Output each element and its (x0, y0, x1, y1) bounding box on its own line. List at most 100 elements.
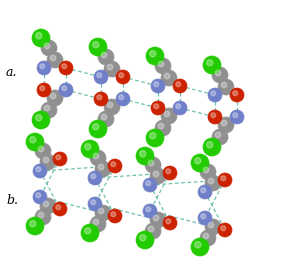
Circle shape (233, 91, 238, 96)
Circle shape (206, 142, 213, 148)
Circle shape (62, 86, 67, 91)
Circle shape (136, 147, 154, 165)
Circle shape (191, 154, 209, 172)
Circle shape (155, 120, 171, 136)
Circle shape (211, 91, 216, 96)
Circle shape (89, 38, 107, 56)
Circle shape (198, 185, 212, 199)
Circle shape (81, 140, 99, 158)
Circle shape (116, 70, 130, 84)
Circle shape (154, 104, 159, 109)
Circle shape (136, 231, 154, 249)
Circle shape (93, 124, 99, 130)
Circle shape (98, 49, 114, 65)
Circle shape (62, 64, 67, 69)
Circle shape (107, 64, 113, 70)
Circle shape (53, 202, 67, 216)
Circle shape (176, 82, 181, 87)
Circle shape (101, 52, 107, 58)
Circle shape (200, 230, 216, 246)
Circle shape (41, 40, 57, 56)
Circle shape (91, 200, 96, 205)
Circle shape (218, 117, 234, 133)
Circle shape (32, 111, 50, 129)
Circle shape (93, 219, 99, 225)
Circle shape (85, 144, 91, 150)
Circle shape (218, 173, 232, 187)
Circle shape (40, 64, 45, 69)
Circle shape (93, 153, 99, 159)
Circle shape (208, 222, 214, 228)
Circle shape (205, 219, 221, 235)
Circle shape (97, 95, 102, 100)
Circle shape (40, 198, 56, 214)
Circle shape (158, 123, 164, 129)
Circle shape (93, 42, 99, 48)
Circle shape (191, 238, 209, 256)
Circle shape (43, 157, 49, 163)
Circle shape (36, 115, 42, 121)
Circle shape (146, 47, 164, 65)
Circle shape (230, 88, 244, 102)
Circle shape (150, 51, 156, 57)
Circle shape (145, 223, 161, 239)
Circle shape (208, 88, 222, 102)
Circle shape (158, 61, 164, 67)
Circle shape (201, 188, 206, 193)
Circle shape (26, 217, 44, 235)
Circle shape (35, 143, 51, 159)
Circle shape (233, 113, 238, 118)
Circle shape (119, 95, 124, 100)
Circle shape (140, 151, 146, 157)
Circle shape (212, 129, 228, 145)
Circle shape (111, 162, 116, 167)
Circle shape (164, 73, 170, 79)
Circle shape (212, 67, 228, 83)
Circle shape (56, 155, 61, 160)
Circle shape (53, 152, 67, 166)
Circle shape (221, 176, 226, 181)
Circle shape (140, 235, 146, 241)
Circle shape (150, 212, 166, 228)
Circle shape (221, 120, 227, 126)
Circle shape (47, 52, 63, 68)
Circle shape (107, 102, 113, 108)
Circle shape (98, 208, 104, 214)
Circle shape (195, 158, 201, 164)
Circle shape (215, 132, 221, 138)
Circle shape (37, 61, 51, 75)
Circle shape (59, 61, 73, 75)
Circle shape (90, 216, 106, 232)
Circle shape (116, 92, 130, 106)
Circle shape (203, 167, 209, 173)
Circle shape (95, 205, 111, 221)
Circle shape (164, 111, 170, 117)
Circle shape (88, 197, 102, 211)
Circle shape (173, 101, 187, 115)
Circle shape (150, 133, 156, 139)
Circle shape (163, 166, 177, 180)
Circle shape (50, 55, 56, 61)
Circle shape (203, 138, 221, 156)
Circle shape (153, 215, 159, 221)
Circle shape (173, 79, 187, 93)
Circle shape (148, 226, 154, 232)
Circle shape (97, 73, 102, 78)
Circle shape (151, 79, 165, 93)
Circle shape (143, 204, 157, 218)
Circle shape (35, 209, 51, 225)
Circle shape (37, 83, 51, 97)
Circle shape (91, 174, 96, 179)
Circle shape (104, 61, 120, 77)
Circle shape (33, 164, 47, 178)
Circle shape (218, 79, 234, 95)
Circle shape (88, 171, 102, 185)
Circle shape (101, 114, 107, 120)
Circle shape (166, 219, 171, 224)
Circle shape (104, 99, 120, 115)
Circle shape (44, 43, 50, 49)
Circle shape (215, 70, 221, 76)
Circle shape (89, 120, 107, 138)
Circle shape (108, 209, 122, 223)
Circle shape (44, 105, 50, 111)
